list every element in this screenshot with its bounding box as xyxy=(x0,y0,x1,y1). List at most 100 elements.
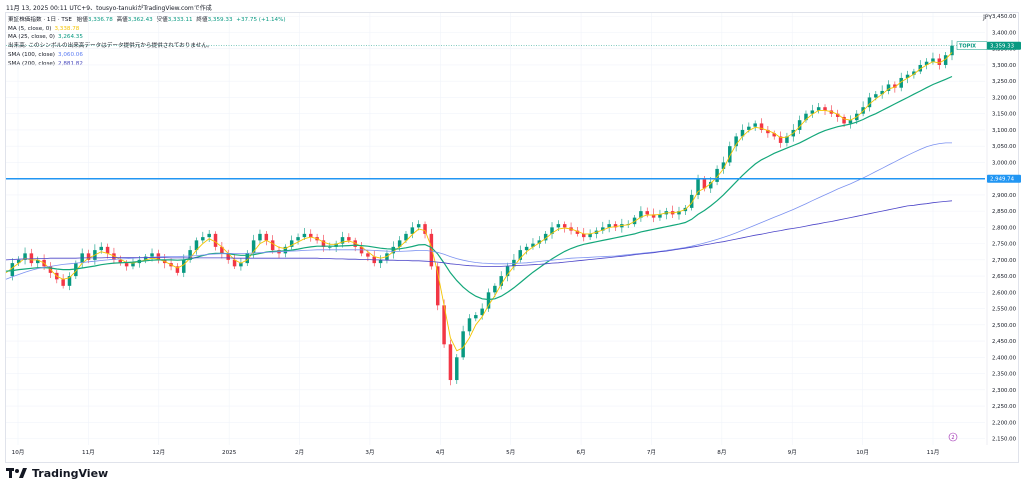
y-tick-label: 2,650.00 xyxy=(992,274,1017,280)
candle-body xyxy=(708,181,713,189)
brand-name: TradingView xyxy=(32,466,109,480)
high-value: 3,362.43 xyxy=(127,17,153,23)
candle-body xyxy=(823,107,827,111)
x-tick-label: 5月 xyxy=(506,449,515,456)
candle-body xyxy=(886,84,891,91)
candle-body xyxy=(613,224,618,228)
sma100-value: 3,060.06 xyxy=(58,51,83,58)
y-tick-label: 2,800.00 xyxy=(992,225,1017,231)
chart-panel[interactable] xyxy=(5,12,1019,463)
candle-body xyxy=(10,263,15,277)
candle-body xyxy=(835,113,840,117)
legend-ma5[interactable]: MA (5, close, 0) 3,338.78 xyxy=(8,25,286,34)
y-tick-label: 2,450.00 xyxy=(992,339,1017,345)
candle-body xyxy=(804,113,808,121)
y-tick-label: 2,750.00 xyxy=(992,242,1017,248)
legend-sma200[interactable]: SMA (200, close) 2,881.82 xyxy=(8,60,286,69)
close-value: 3,359.33 xyxy=(207,17,233,23)
candle-body xyxy=(213,233,218,247)
candle-body xyxy=(16,259,21,264)
candle-body xyxy=(550,227,554,234)
candle-body xyxy=(270,240,275,251)
candle-body xyxy=(842,116,846,124)
candle-body xyxy=(35,259,40,264)
candle-body xyxy=(797,120,802,130)
legend-title-row: 東証株価指数 · 1日 · TSE 始値3,336.78 高値3,362.43 … xyxy=(8,16,286,25)
candle-body xyxy=(429,233,434,267)
candle-body xyxy=(899,77,903,88)
candle-body xyxy=(810,110,815,114)
candle-body xyxy=(772,133,776,137)
candle-body xyxy=(143,256,148,260)
y-tick-label: 2,700.00 xyxy=(992,258,1017,264)
symbol-name[interactable]: 東証株価指数 · 1日 · TSE xyxy=(8,17,72,23)
candle-body xyxy=(232,259,237,267)
chart-legend: 東証株価指数 · 1日 · TSE 始値3,336.78 高値3,362.43 … xyxy=(8,16,286,68)
candle-body xyxy=(118,259,123,264)
tradingview-brand[interactable]: TradingView xyxy=(6,466,108,480)
candle-body xyxy=(366,253,370,257)
candle-body xyxy=(321,240,326,247)
candle-body xyxy=(696,178,700,195)
candle-body xyxy=(848,120,853,124)
candle-body xyxy=(131,263,135,267)
candle-body xyxy=(124,263,129,267)
sma100-label: SMA (100, close) xyxy=(8,51,55,58)
candle-body xyxy=(582,233,586,238)
sma100-line xyxy=(5,142,952,280)
y-tick-label: 3,100.00 xyxy=(992,128,1017,134)
close-label: 終値 xyxy=(196,17,208,23)
currency-label[interactable]: JPY xyxy=(983,14,992,21)
y-tick-label: 2,150.00 xyxy=(992,437,1017,443)
candle-body xyxy=(816,107,821,111)
candle-body xyxy=(740,129,745,137)
candle-body xyxy=(785,136,789,143)
candle-body xyxy=(639,211,643,218)
change-value: +37.75 (+1.14%) xyxy=(236,17,286,23)
candle-body xyxy=(905,74,910,78)
candle-body xyxy=(182,259,186,273)
candle-body xyxy=(867,97,872,108)
candle-body xyxy=(74,263,78,277)
legend-volume[interactable]: 出来高: このシンボルの出来高データはデータ提供元から提供されておりません。 xyxy=(8,42,286,51)
tradingview-logo-icon xyxy=(6,467,27,478)
candle-body xyxy=(188,250,192,260)
y-tick-label: 3,150.00 xyxy=(992,112,1017,118)
candle-body xyxy=(937,58,942,65)
sma200-value: 2,881.82 xyxy=(58,60,83,67)
candle-body xyxy=(474,315,478,319)
x-tick-label: 11月 xyxy=(82,449,95,456)
legend-ma25[interactable]: MA (25, close, 0) 3,264.35 xyxy=(8,33,286,42)
candle-body xyxy=(537,240,542,244)
candle-body xyxy=(543,233,548,241)
last-price-tag-text: 3,359.33 xyxy=(990,44,1014,50)
legend-sma100[interactable]: SMA (100, close) 3,060.06 xyxy=(8,51,286,60)
event-marker-icon xyxy=(948,432,958,442)
candle-body xyxy=(23,253,27,260)
candle-body xyxy=(715,168,719,182)
y-tick-label: 2,900.00 xyxy=(992,193,1017,199)
sma200-line xyxy=(5,200,953,267)
candle-body xyxy=(924,61,929,65)
y-tick-label: 3,300.00 xyxy=(992,63,1017,69)
candle-body xyxy=(588,233,592,238)
candle-body xyxy=(201,237,205,241)
y-tick-label: 2,300.00 xyxy=(992,388,1017,394)
candle-body xyxy=(353,240,357,247)
x-tick-label: 10月 xyxy=(856,449,869,456)
candle-body xyxy=(296,237,300,241)
candle-body xyxy=(880,90,884,95)
candle-body xyxy=(912,71,916,75)
y-tick-label: 3,250.00 xyxy=(992,79,1017,85)
candle-body xyxy=(397,240,402,247)
open-label: 始値 xyxy=(76,17,88,23)
candle-body xyxy=(239,263,243,267)
candle-body xyxy=(226,253,230,260)
last-price-tag xyxy=(987,41,1021,50)
x-tick-label: 8月 xyxy=(717,449,726,456)
candle-body xyxy=(86,253,91,260)
candle-body xyxy=(658,214,662,218)
candle-body xyxy=(207,233,211,238)
symbol-tag-text: TOPIX xyxy=(959,44,976,50)
